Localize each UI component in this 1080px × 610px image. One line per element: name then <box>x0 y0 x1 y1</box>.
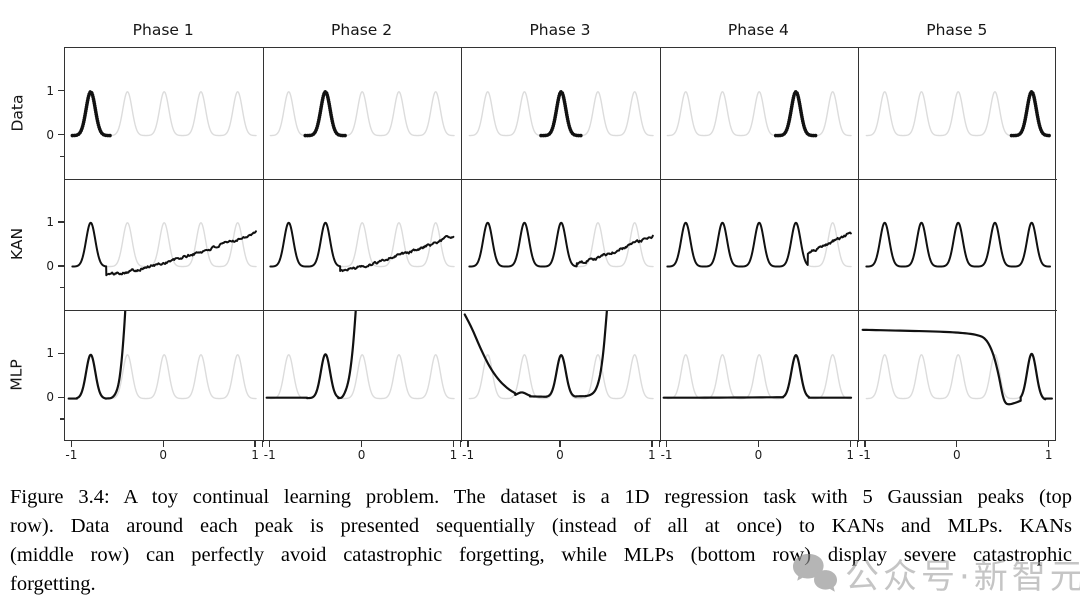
phase-title-2: Phase 2 <box>331 21 393 39</box>
y-tick-label: 0 <box>46 390 54 405</box>
panel-kan-phase-1 <box>65 179 263 310</box>
x-tick-label: 0 <box>159 448 167 462</box>
y-tick-mark <box>58 396 64 398</box>
panel-separator-horizontal <box>65 309 1057 312</box>
x-tick-label: -1 <box>858 448 871 462</box>
y-tick-label: 1 <box>46 83 54 98</box>
x-tick-label: 1 <box>648 448 656 462</box>
panel-mlp-phase-1 <box>65 310 263 442</box>
phase-title-4: Phase 4 <box>727 21 789 39</box>
phase-title-5: Phase 5 <box>926 21 988 39</box>
panel-separator-vertical <box>659 48 661 442</box>
panel-data-phase-3 <box>462 48 660 179</box>
panel-data-phase-5 <box>859 48 1057 179</box>
x-tick-label: -1 <box>462 448 475 462</box>
x-tick-label: 0 <box>754 448 763 462</box>
caption-line-3: (middle row) can perfectly avoid catastr… <box>10 544 1072 566</box>
row-label-data: Data <box>2 47 32 178</box>
x-tick-label: -1 <box>660 448 673 462</box>
y-minor-tick-mark <box>60 287 64 289</box>
caption-line-2: row). Data around each peak is presented… <box>10 515 1072 537</box>
panel-separator-horizontal <box>65 178 1057 181</box>
column-boundary-tick <box>856 441 859 447</box>
panel-kan-phase-3 <box>462 179 660 310</box>
y-tick-mark <box>58 221 64 223</box>
panel-kan-phase-4 <box>660 179 858 310</box>
panel-mlp-phase-5 <box>859 311 1057 442</box>
column-boundary-tick <box>658 441 660 447</box>
y-tick-label: 1 <box>46 215 54 230</box>
y-minor-tick-mark <box>60 418 64 420</box>
x-tick-mark <box>864 441 866 447</box>
panel-mlp-phase-4 <box>660 311 858 442</box>
row-label-text: KAN <box>8 227 26 261</box>
plot-grid <box>64 47 1057 442</box>
column-boundary-tick <box>261 441 264 447</box>
phase-title-3: Phase 3 <box>529 21 591 39</box>
row-label-text: MLP <box>8 359 27 391</box>
x-tick-label: 0 <box>556 448 564 462</box>
y-tick-label: 0 <box>46 127 54 142</box>
caption-line-4: forgetting. <box>10 573 96 595</box>
panel-kan-phase-5 <box>859 179 1057 310</box>
y-tick-label: 1 <box>46 346 54 361</box>
y-tick-mark <box>58 133 64 136</box>
panel-separator-vertical <box>857 48 860 442</box>
y-tick-mark <box>58 265 64 267</box>
x-tick-mark <box>559 441 561 447</box>
x-tick-label: -1 <box>263 448 276 462</box>
x-tick-label: -1 <box>65 448 78 462</box>
x-tick-mark <box>452 441 455 447</box>
panel-data-phase-2 <box>263 48 461 179</box>
x-tick-mark <box>269 441 271 447</box>
y-minor-tick-mark <box>60 155 64 158</box>
x-tick-label: 1 <box>1044 448 1053 462</box>
y-tick-mark <box>58 352 64 355</box>
x-tick-mark <box>467 441 469 447</box>
panel-mlp-phase-3 <box>462 310 660 442</box>
panel-mlp-phase-2 <box>263 310 461 442</box>
row-label-mlp: MLP <box>2 310 32 441</box>
row-label-text: Data <box>8 94 27 132</box>
panel-separator-vertical <box>461 48 463 442</box>
x-tick-label: 0 <box>357 448 366 462</box>
y-tick-mark <box>58 90 64 92</box>
x-tick-mark <box>757 441 760 447</box>
x-tick-label: 1 <box>846 448 855 462</box>
x-tick-mark <box>1047 441 1050 447</box>
x-tick-mark <box>360 441 363 447</box>
caption-line-1: Figure 3.4: A toy continual learning pro… <box>10 486 1072 508</box>
y-tick-label: 0 <box>46 258 54 273</box>
column-boundary-tick <box>460 441 462 447</box>
figure-caption: Figure 3.4: A toy continual learning pro… <box>10 483 1072 599</box>
x-tick-label: 0 <box>952 448 961 462</box>
x-tick-mark <box>849 441 851 447</box>
panel-data-phase-1 <box>65 48 263 179</box>
x-tick-label: 1 <box>251 448 259 462</box>
panel-kan-phase-2 <box>263 179 461 310</box>
x-tick-label: 1 <box>449 448 458 462</box>
x-tick-mark <box>665 441 668 447</box>
x-tick-mark <box>651 441 653 447</box>
row-label-kan: KAN <box>2 178 32 309</box>
x-tick-mark <box>254 441 256 447</box>
panel-separator-vertical <box>262 48 265 442</box>
x-tick-mark <box>70 441 73 447</box>
x-tick-mark <box>162 441 164 447</box>
phase-title-1: Phase 1 <box>132 21 194 39</box>
panel-data-phase-4 <box>660 48 858 179</box>
x-tick-mark <box>956 441 958 447</box>
